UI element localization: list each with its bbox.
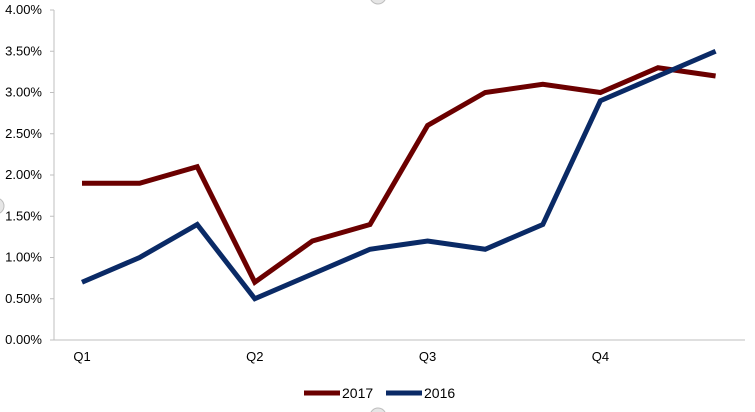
y-tick-label: 2.00%: [5, 167, 42, 182]
y-tick-label: 0.50%: [5, 291, 42, 306]
x-axis-ticks: Q1 Q2 Q3 Q4: [73, 349, 609, 364]
decor-circle-left: [0, 198, 5, 214]
x-tick-label: Q2: [246, 349, 263, 364]
y-tick-label: 4.00%: [5, 2, 42, 17]
x-tick-label: Q4: [592, 349, 609, 364]
decor-circle-bottom: [370, 407, 386, 412]
x-tick-label: Q1: [73, 349, 90, 364]
y-tick-label: 0.00%: [5, 332, 42, 347]
legend-label-2016: 2016: [424, 385, 455, 401]
decor-circle-top: [370, 0, 386, 5]
y-tick-label: 1.50%: [5, 208, 42, 223]
y-tick-label: 3.00%: [5, 85, 42, 100]
series-line-2017: [82, 65, 716, 286]
y-tick-label: 1.00%: [5, 250, 42, 265]
x-tick-label: Q3: [419, 349, 436, 364]
y-axis-ticks: 0.00% 0.50% 1.00% 1.50% 2.00% 2.50% 3.00% 3.50%…: [5, 2, 54, 347]
legend-label-2017: 2017: [342, 385, 373, 401]
legend: 2017 2016: [304, 385, 455, 401]
y-tick-label: 3.50%: [5, 43, 42, 58]
y-tick-label: 2.50%: [5, 126, 42, 141]
series-lines: [81, 48, 717, 302]
series-line-2016: [81, 48, 717, 302]
